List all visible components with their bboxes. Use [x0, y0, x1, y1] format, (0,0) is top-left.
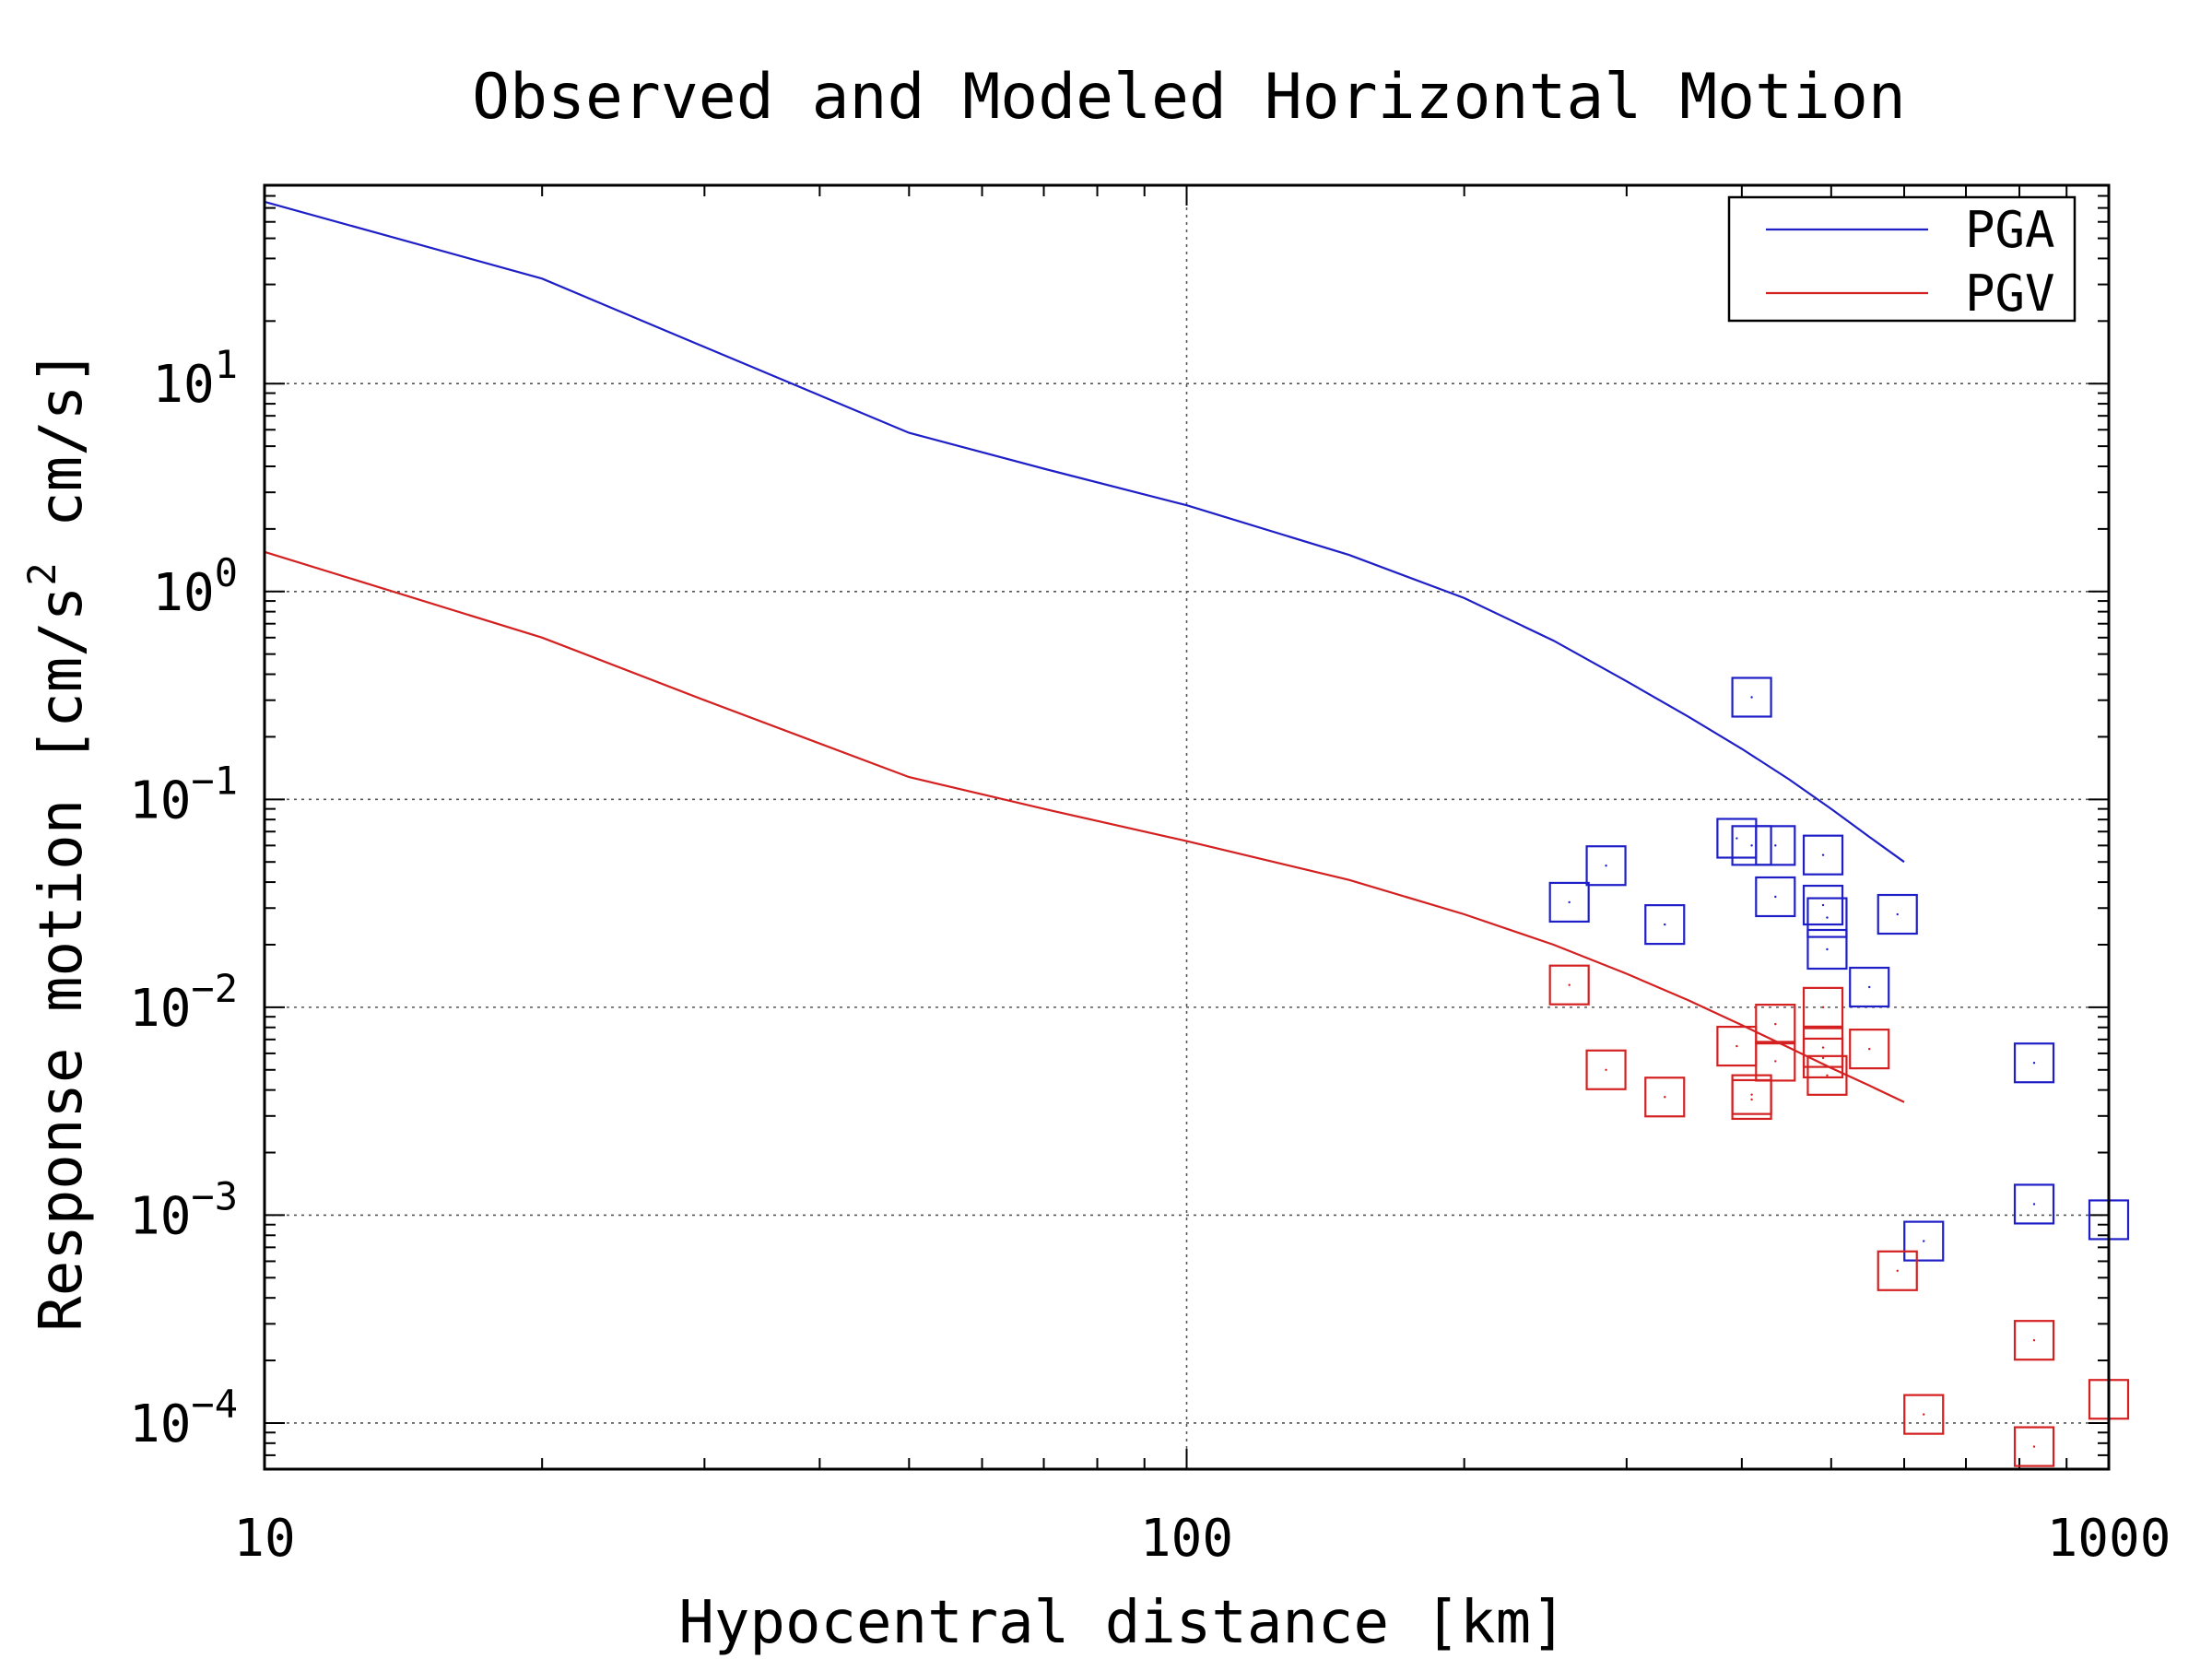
- data-point: [1877, 1250, 1918, 1291]
- series-1: [264, 550, 1905, 1103]
- data-point: [1802, 884, 1844, 926]
- x-tick-label: 1000: [2047, 1509, 2171, 1569]
- data-point: [1548, 881, 1590, 924]
- series-0: [264, 200, 1905, 864]
- data-point-center: [1605, 865, 1607, 867]
- data-point: [1802, 986, 1844, 1028]
- x-axis-label: Hypocentral distance [km]: [678, 1589, 1566, 1657]
- y-tick-label: 10−3: [129, 1173, 238, 1246]
- data-point-center: [1923, 1413, 1925, 1416]
- data-point: [1806, 1054, 1848, 1096]
- data-point-center: [1750, 696, 1753, 699]
- data-point: [1802, 1037, 1844, 1079]
- data-point-center: [1868, 985, 1871, 989]
- data-point-center: [1735, 837, 1738, 840]
- y-axis-label-superscript: 2: [19, 562, 65, 585]
- data-point-center: [2032, 1339, 2036, 1342]
- data-point: [1755, 825, 1796, 866]
- data-point-center: [1568, 983, 1571, 986]
- data-point-center: [2032, 1203, 2036, 1206]
- data-point: [1849, 966, 1890, 1008]
- y-tick-label: 10−1: [129, 758, 238, 830]
- data-point-center: [2032, 1445, 2036, 1448]
- y-tick-label: 10−2: [129, 966, 238, 1039]
- data-point: [1903, 1220, 1945, 1262]
- data-point-center: [1568, 900, 1571, 904]
- y-tick-label: 100: [152, 550, 238, 623]
- y-axis-label-end: cm/s]: [28, 349, 96, 562]
- series-line: [264, 550, 1905, 1103]
- data-point: [1731, 677, 1772, 718]
- legend: PGA PGV: [1727, 195, 2077, 323]
- y-tick-labels: 10−4 10−3 10−2 10−1 100 101: [129, 342, 238, 1454]
- minor-ticks: [264, 184, 2109, 1470]
- x-tick-label: 100: [1140, 1509, 1233, 1569]
- x-tick-labels: 10 100 1000: [233, 1509, 2171, 1569]
- data-point-center: [1735, 1044, 1738, 1048]
- data-point-center: [1605, 1068, 1607, 1071]
- x-tick-label: 10: [233, 1509, 295, 1569]
- data-point: [2013, 1320, 2055, 1361]
- data-point: [1877, 893, 1918, 935]
- data-point-center: [1826, 947, 1829, 951]
- data-point: [1644, 1077, 1686, 1118]
- legend-box: [1727, 195, 2077, 323]
- data-point-center: [1821, 1056, 1825, 1060]
- y-axis-label: Response motion [cm/s2 cm/s]: [19, 349, 96, 1332]
- data-point-center: [1774, 1022, 1777, 1026]
- data-point: [1755, 876, 1796, 918]
- data-point: [1731, 825, 1772, 866]
- legend-label-pga: PGA: [1965, 201, 2055, 259]
- data-point-center: [1664, 923, 1666, 926]
- data-point-center: [2032, 1062, 2036, 1065]
- data-point: [1802, 834, 1844, 876]
- data-point-center: [1774, 1060, 1777, 1063]
- data-point-center: [1664, 1096, 1666, 1099]
- grid: [265, 185, 2109, 1469]
- data-point: [1585, 1049, 1627, 1090]
- y-axis-label-main: Response motion [cm/s: [28, 586, 96, 1332]
- data-point: [1548, 964, 1590, 1006]
- data-point-center: [1774, 844, 1777, 847]
- data-point-center: [1896, 1269, 1899, 1272]
- data-point-center: [1821, 1006, 1825, 1009]
- legend-label-pgv: PGV: [1965, 265, 2055, 323]
- data-point-center: [1750, 1093, 1753, 1096]
- chart-title: Observed and Modeled Horizontal Motion: [472, 61, 1906, 134]
- data-point: [2013, 1183, 2055, 1225]
- data-point-center: [1774, 895, 1777, 899]
- data-point: [2013, 1426, 2055, 1467]
- data-point-center: [1821, 1046, 1825, 1049]
- data-point-center: [1868, 1047, 1871, 1051]
- data-point: [1903, 1394, 1945, 1435]
- data-point: [1644, 904, 1686, 946]
- data-point: [1755, 1004, 1796, 1045]
- data-point-center: [1821, 853, 1825, 856]
- data-point-center: [1750, 844, 1753, 847]
- data-point: [1849, 1029, 1890, 1070]
- data-point-center: [1896, 912, 1899, 916]
- data-point-center: [1821, 903, 1825, 907]
- data-point-center: [1826, 916, 1829, 919]
- data-point-center: [1923, 1240, 1925, 1242]
- data-point: [1755, 1041, 1796, 1082]
- series-2: [1548, 677, 2130, 1262]
- data-point: [1585, 845, 1627, 887]
- data-point: [1806, 897, 1848, 938]
- series-line: [264, 200, 1905, 864]
- series-layer: [264, 200, 2130, 1467]
- data-point-center: [1826, 1074, 1829, 1077]
- data-point: [1806, 928, 1848, 971]
- series-3: [1548, 964, 2130, 1467]
- y-tick-label: 10−4: [129, 1382, 238, 1454]
- data-point: [2013, 1042, 2055, 1084]
- data-point-center: [1750, 1098, 1753, 1101]
- plot-frame: [263, 183, 2111, 1471]
- data-point: [1731, 1078, 1772, 1121]
- y-tick-label: 101: [152, 342, 238, 415]
